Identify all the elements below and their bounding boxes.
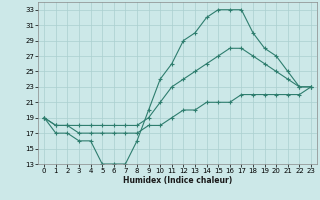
X-axis label: Humidex (Indice chaleur): Humidex (Indice chaleur) — [123, 176, 232, 185]
